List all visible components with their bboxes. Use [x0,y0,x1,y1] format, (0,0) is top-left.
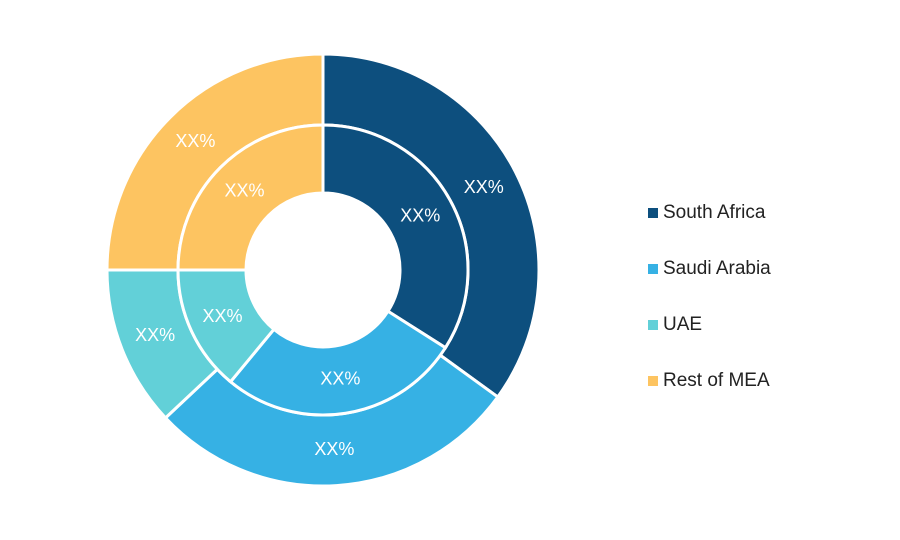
data-label: XX% [314,439,354,459]
data-label: XX% [400,205,440,225]
data-label: XX% [320,368,360,388]
legend-swatch [648,376,658,386]
data-label: XX% [464,177,504,197]
data-label: XX% [175,131,215,151]
legend-swatch [648,320,658,330]
legend-label: UAE [663,314,702,335]
legend-label: Rest of MEA [663,370,770,391]
legend-swatch [648,208,658,218]
data-label: XX% [135,325,175,345]
data-label: XX% [203,306,243,326]
donut-segment [176,123,325,272]
data-label: XX% [224,180,264,200]
donut-segment [228,309,448,417]
donut-segment [321,123,470,350]
legend-label: Saudi Arabia [663,258,771,279]
legend-label: South Africa [663,202,766,223]
legend-swatch [648,264,658,274]
